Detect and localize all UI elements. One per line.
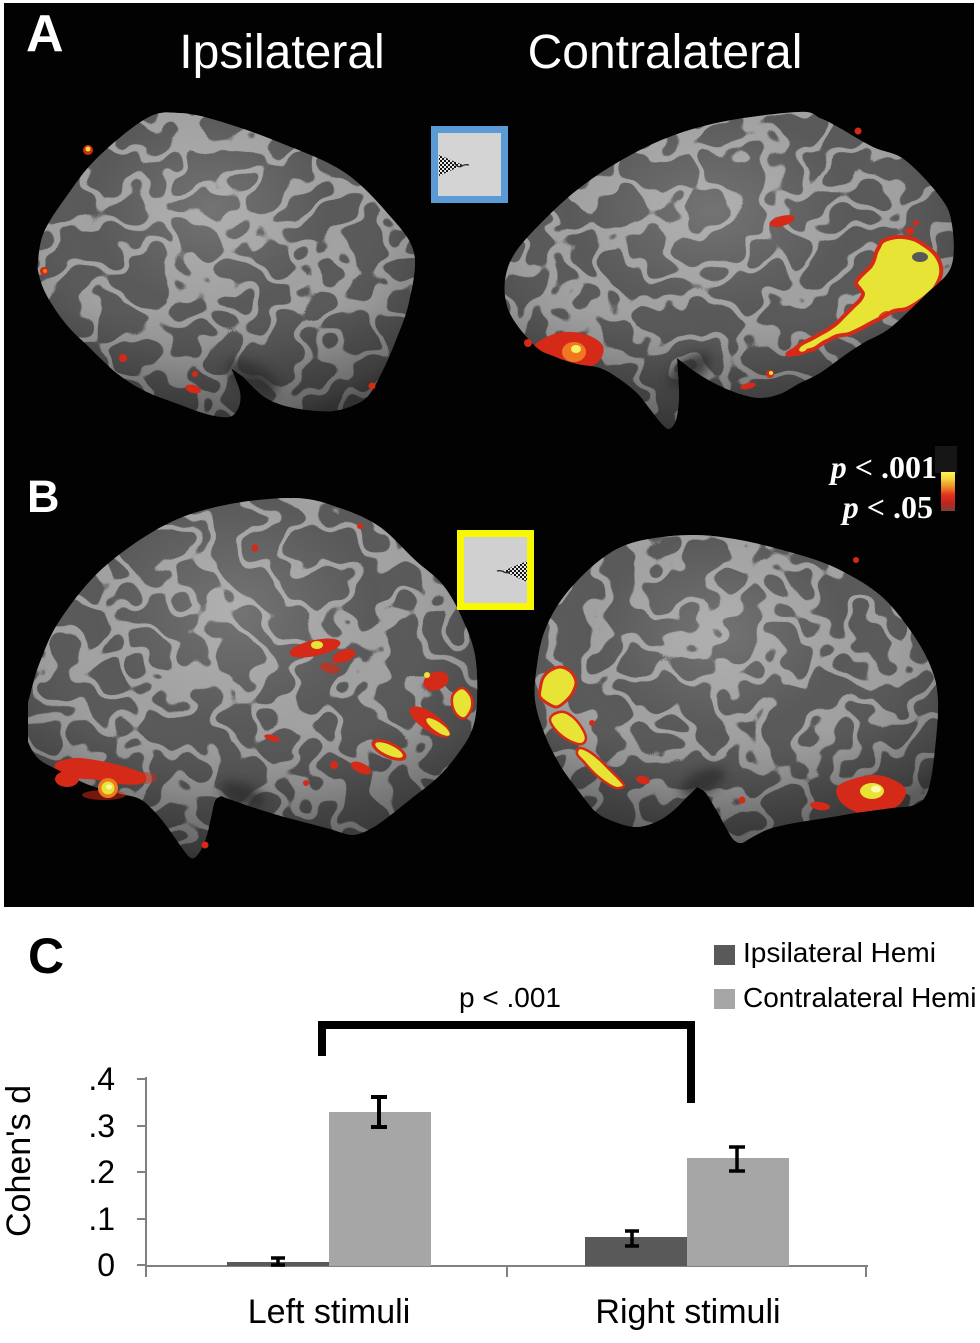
svg-text:p < .05: p < .05	[840, 489, 933, 525]
svg-text:.4: .4	[88, 1061, 115, 1097]
svg-text:.3: .3	[88, 1108, 115, 1144]
svg-text:Contralateral: Contralateral	[528, 26, 803, 79]
svg-text:Ipsilateral: Ipsilateral	[179, 26, 384, 79]
svg-text:0: 0	[97, 1247, 115, 1283]
svg-text:.2: .2	[88, 1154, 115, 1190]
svg-text:Right stimuli: Right stimuli	[595, 1293, 780, 1331]
svg-text:.1: .1	[88, 1201, 115, 1237]
svg-text:p < .001: p < .001	[459, 982, 561, 1013]
svg-text:C: C	[28, 928, 64, 984]
svg-text:Cohen's d: Cohen's d	[0, 1085, 38, 1237]
svg-text:Contralateral Hemi: Contralateral Hemi	[743, 982, 976, 1013]
svg-text:B: B	[27, 471, 60, 522]
svg-text:A: A	[26, 5, 64, 63]
svg-text:p < .001: p < .001	[828, 449, 937, 485]
svg-text:Left stimuli: Left stimuli	[248, 1293, 411, 1331]
svg-text:Ipsilateral Hemi: Ipsilateral Hemi	[743, 937, 936, 968]
